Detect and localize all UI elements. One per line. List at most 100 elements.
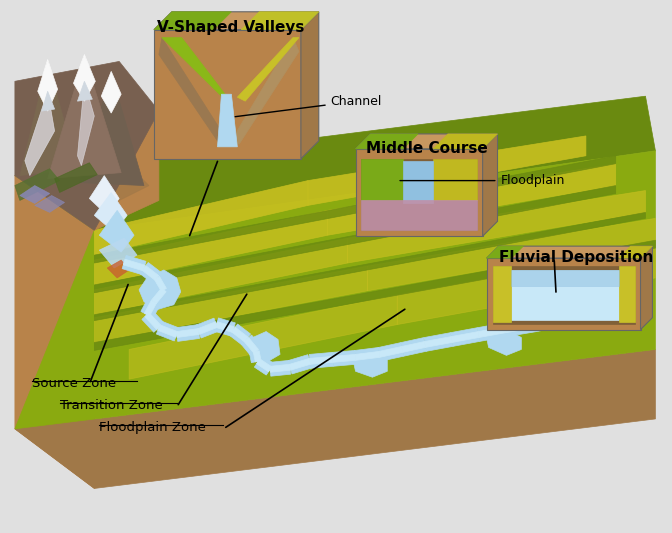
Polygon shape [73,54,95,101]
Polygon shape [159,38,229,144]
Polygon shape [310,357,333,364]
Polygon shape [232,327,248,342]
Polygon shape [94,211,328,285]
Polygon shape [402,342,425,352]
Polygon shape [511,270,619,286]
Polygon shape [378,343,404,361]
Polygon shape [151,274,170,293]
Text: Floodplain Zone: Floodplain Zone [99,421,206,434]
Polygon shape [487,246,653,258]
Polygon shape [257,359,271,372]
Polygon shape [69,166,149,211]
Polygon shape [38,60,58,111]
Polygon shape [15,96,655,230]
Polygon shape [94,238,347,314]
Polygon shape [478,327,507,337]
Polygon shape [79,74,144,185]
Polygon shape [619,246,653,258]
Polygon shape [600,305,631,314]
Polygon shape [362,159,403,200]
Polygon shape [108,260,129,278]
Polygon shape [355,149,482,236]
Polygon shape [566,305,602,325]
Polygon shape [158,325,178,337]
Polygon shape [141,298,160,318]
Polygon shape [355,134,418,149]
Polygon shape [35,196,65,212]
Polygon shape [214,318,235,336]
Polygon shape [154,30,301,159]
Polygon shape [506,321,537,333]
Text: Floodplain: Floodplain [400,174,565,187]
Polygon shape [347,190,646,263]
Polygon shape [244,337,259,353]
Polygon shape [301,12,319,159]
Polygon shape [332,350,356,366]
Polygon shape [216,322,235,333]
Polygon shape [94,212,646,321]
Polygon shape [482,134,497,236]
Polygon shape [433,159,476,200]
Text: Fluvial Deposition: Fluvial Deposition [499,250,653,265]
Polygon shape [142,310,164,332]
Polygon shape [505,318,538,336]
Polygon shape [450,328,480,346]
Polygon shape [196,318,219,338]
Polygon shape [139,270,181,310]
Polygon shape [333,354,355,362]
Polygon shape [487,258,640,329]
Polygon shape [155,277,167,292]
Polygon shape [89,176,119,215]
Polygon shape [246,332,280,361]
Polygon shape [452,332,479,342]
Polygon shape [122,255,146,274]
Polygon shape [142,265,159,280]
Polygon shape [353,350,387,377]
Polygon shape [77,82,92,101]
Polygon shape [289,359,310,370]
Polygon shape [15,61,159,230]
Polygon shape [15,176,94,488]
Polygon shape [425,336,452,348]
Polygon shape [144,300,157,316]
Polygon shape [94,156,616,263]
Polygon shape [94,192,127,232]
Polygon shape [269,360,291,376]
Polygon shape [424,333,453,351]
Polygon shape [249,350,265,362]
Polygon shape [15,350,655,488]
Text: Source Zone: Source Zone [32,377,116,390]
Polygon shape [309,352,333,368]
Polygon shape [493,266,634,324]
Polygon shape [99,211,134,252]
Polygon shape [129,295,397,379]
Polygon shape [270,365,290,372]
Polygon shape [25,91,54,176]
Polygon shape [567,309,601,320]
Polygon shape [123,259,145,271]
Polygon shape [619,266,634,321]
Polygon shape [198,322,218,334]
Polygon shape [77,82,94,166]
Polygon shape [237,38,299,101]
Polygon shape [355,134,497,149]
Polygon shape [229,324,251,345]
Polygon shape [42,91,54,111]
Polygon shape [241,335,261,356]
Polygon shape [253,351,261,362]
Polygon shape [308,136,586,205]
Polygon shape [241,12,319,30]
Polygon shape [379,346,403,357]
Polygon shape [54,163,97,192]
Polygon shape [101,71,121,113]
Polygon shape [630,305,650,313]
Polygon shape [20,61,77,176]
Polygon shape [511,270,619,320]
Text: Channel: Channel [235,95,382,117]
Polygon shape [328,164,616,235]
Polygon shape [94,240,655,350]
Polygon shape [162,38,230,101]
Polygon shape [477,322,507,341]
Polygon shape [176,328,199,337]
Polygon shape [493,266,511,321]
